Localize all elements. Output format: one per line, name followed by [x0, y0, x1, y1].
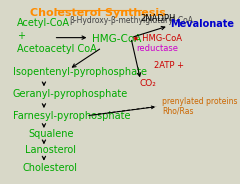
- Text: Lanosterol: Lanosterol: [24, 145, 76, 155]
- Text: Squalene: Squalene: [29, 129, 74, 139]
- Text: reductase: reductase: [136, 44, 178, 53]
- Text: Isopentenyl-pyrophosphate: Isopentenyl-pyrophosphate: [13, 67, 147, 77]
- Text: prenylated proteins: prenylated proteins: [162, 98, 237, 107]
- Text: Geranyl-pyrophosphate: Geranyl-pyrophosphate: [13, 89, 128, 99]
- Text: HMG-CoA: HMG-CoA: [92, 34, 142, 45]
- Text: CO₂: CO₂: [140, 79, 156, 88]
- Text: Rho/Ras: Rho/Ras: [162, 107, 193, 116]
- Text: Cholesterol Synthesis: Cholesterol Synthesis: [30, 8, 166, 18]
- Text: Acetoacetyl CoA: Acetoacetyl CoA: [17, 43, 97, 54]
- Text: Acetyl-CoA: Acetyl-CoA: [17, 18, 70, 28]
- Text: ★ HMG-CoA: ★ HMG-CoA: [132, 34, 182, 43]
- Text: β-Hydroxy-β-methylglutaryl-CoA: β-Hydroxy-β-methylglutaryl-CoA: [69, 16, 193, 25]
- Text: +: +: [17, 31, 25, 41]
- Text: 2ATP +: 2ATP +: [154, 61, 184, 70]
- Text: Farnesyl-pyrophosphate: Farnesyl-pyrophosphate: [13, 111, 131, 121]
- Text: Cholesterol: Cholesterol: [23, 163, 78, 173]
- Text: Mevalonate: Mevalonate: [171, 19, 234, 29]
- Text: 2NADPH: 2NADPH: [141, 14, 176, 23]
